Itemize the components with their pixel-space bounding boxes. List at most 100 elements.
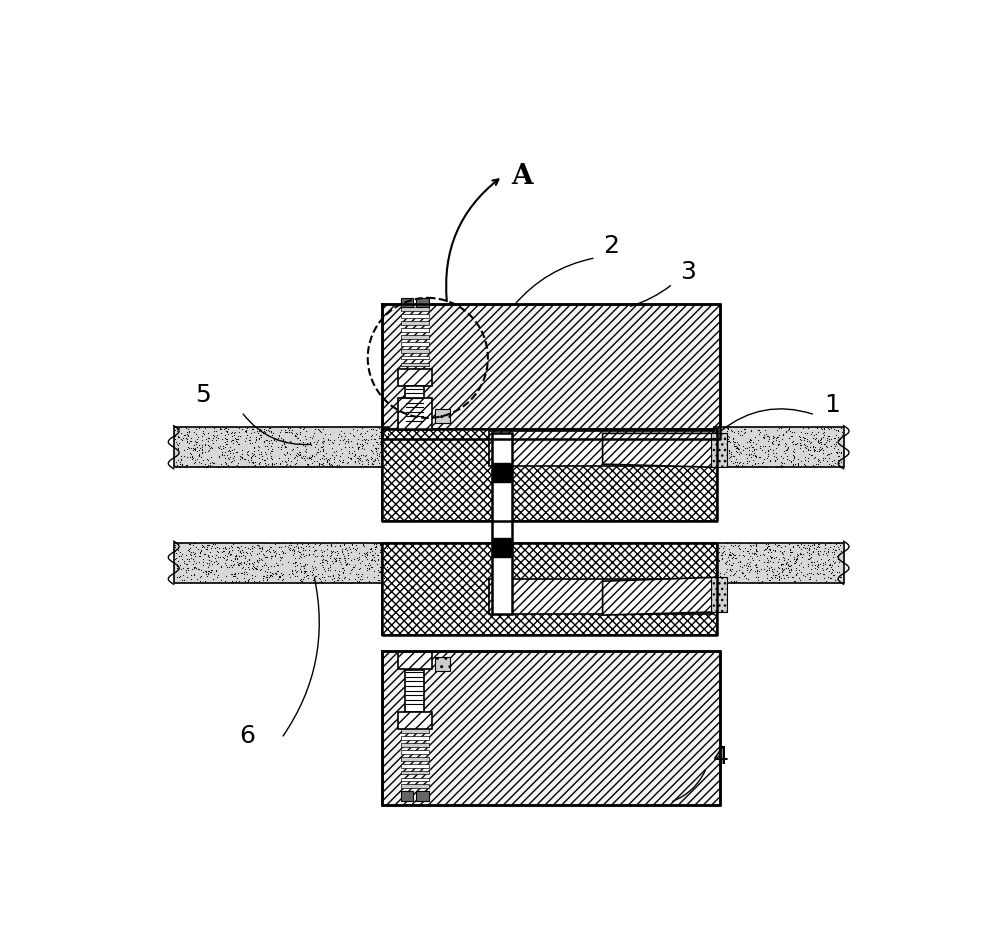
Point [795, 430, 811, 445]
Point [771, 568, 787, 583]
Point [359, 435, 375, 450]
Point [799, 544, 815, 560]
Point [343, 544, 359, 560]
Point [337, 569, 353, 584]
Point [791, 562, 807, 577]
Point [804, 558, 820, 573]
Point [316, 448, 332, 463]
Point [817, 538, 833, 553]
Point [274, 556, 290, 571]
Point [372, 560, 388, 575]
Point [285, 442, 301, 457]
Point [826, 430, 842, 446]
Point [271, 428, 287, 443]
Point [710, 420, 726, 435]
Point [785, 433, 801, 448]
Point [215, 544, 231, 559]
Point [207, 537, 223, 552]
Point [307, 548, 323, 563]
Point [347, 454, 363, 469]
Point [347, 447, 363, 462]
Bar [401, 771, 429, 774]
Point [337, 435, 353, 450]
Point [743, 432, 759, 447]
Point [326, 550, 342, 565]
Point [320, 560, 336, 576]
Point [756, 543, 772, 558]
Point [768, 440, 784, 455]
Point [279, 424, 295, 439]
Point [727, 454, 743, 469]
Point [752, 441, 768, 456]
Point [282, 543, 298, 558]
Point [760, 552, 776, 567]
Point [315, 551, 331, 566]
Point [787, 556, 803, 571]
Point [251, 450, 267, 465]
Point [218, 456, 234, 471]
Point [176, 443, 192, 458]
Point [305, 562, 321, 577]
Point [258, 575, 274, 590]
Point [346, 559, 362, 574]
Point [824, 544, 840, 560]
Point [200, 425, 216, 440]
Point [273, 430, 289, 446]
Point [731, 563, 747, 578]
Point [337, 428, 353, 443]
Point [215, 439, 231, 454]
Point [353, 447, 369, 463]
Point [321, 453, 337, 468]
Point [739, 544, 755, 559]
Point [737, 567, 753, 582]
Point [798, 440, 814, 455]
Point [325, 435, 341, 450]
Point [317, 563, 333, 578]
Point [225, 569, 241, 584]
Point [315, 444, 331, 459]
Point [761, 562, 777, 577]
Point [370, 536, 386, 551]
Point [314, 566, 330, 581]
Point [827, 573, 843, 588]
Point [227, 430, 243, 446]
Point [240, 452, 256, 467]
Point [774, 561, 790, 577]
Point [186, 536, 202, 551]
Point [815, 556, 831, 571]
Point [759, 559, 775, 574]
Point [296, 569, 312, 584]
Point [707, 552, 723, 567]
Bar [401, 342, 429, 346]
Point [809, 566, 825, 581]
Point [217, 444, 233, 459]
Point [363, 560, 379, 575]
Point [191, 443, 207, 458]
Point [799, 434, 815, 449]
Point [377, 443, 393, 458]
Point [730, 442, 746, 457]
Point [776, 551, 792, 566]
Point [259, 564, 275, 579]
Point [333, 429, 349, 444]
Point [328, 554, 344, 569]
Point [244, 541, 260, 556]
Point [191, 554, 207, 569]
Point [771, 572, 787, 587]
Point [742, 549, 758, 564]
Point [275, 459, 291, 474]
Point [759, 567, 775, 582]
Point [214, 447, 230, 463]
Point [266, 432, 282, 447]
Point [372, 563, 388, 578]
Point [791, 558, 807, 573]
Point [778, 557, 794, 572]
Point [336, 550, 352, 565]
Point [762, 453, 778, 468]
Point [259, 450, 275, 465]
Point [347, 454, 363, 469]
Point [809, 559, 825, 574]
Point [187, 452, 203, 467]
Point [802, 443, 818, 458]
Point [361, 574, 377, 589]
